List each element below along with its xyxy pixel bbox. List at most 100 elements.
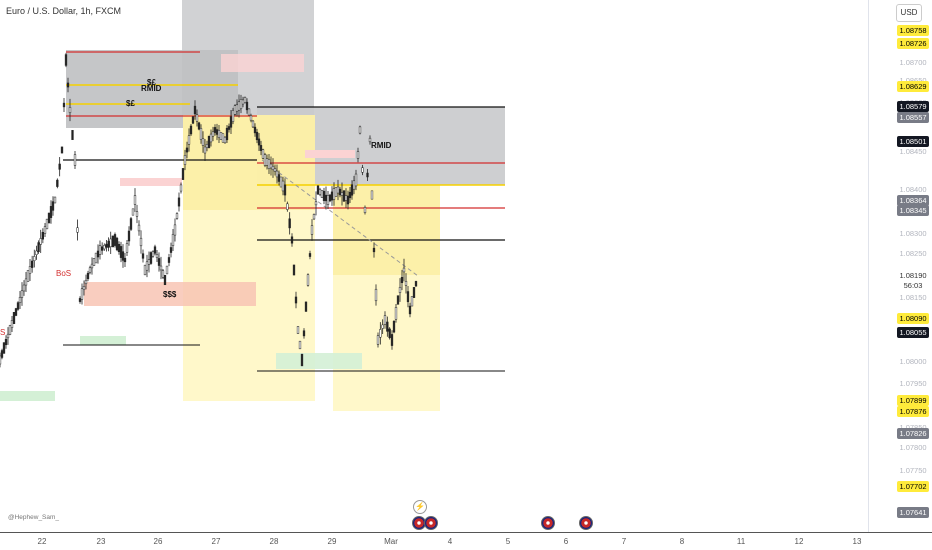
candle-body xyxy=(217,130,221,138)
candle-body xyxy=(338,188,342,196)
candle-body xyxy=(342,190,346,202)
candle-body xyxy=(231,110,235,122)
candle-body xyxy=(219,132,223,140)
candle-body xyxy=(376,335,380,345)
candle-body xyxy=(265,158,269,166)
candle-body xyxy=(414,281,418,287)
candle-body xyxy=(201,138,205,146)
candle-body xyxy=(167,257,171,263)
candle-body xyxy=(157,258,161,266)
candle-body xyxy=(288,218,291,229)
candle-body xyxy=(326,195,330,205)
candlesticks xyxy=(0,52,418,368)
candle-body xyxy=(149,252,153,264)
price-chart[interactable] xyxy=(0,0,868,532)
candle-body xyxy=(147,259,151,265)
candle-body xyxy=(53,196,57,204)
candle-body xyxy=(58,163,61,170)
us-flag-event-icon[interactable] xyxy=(424,516,438,530)
candle-body xyxy=(161,270,165,278)
time-tick-label: 27 xyxy=(211,537,221,546)
candle-body xyxy=(275,170,279,178)
candle-body xyxy=(185,147,189,153)
candle-body xyxy=(390,334,394,346)
us-flag-event-icon[interactable] xyxy=(579,516,593,530)
time-tick-label: 12 xyxy=(794,537,804,546)
time-tick-label: 26 xyxy=(153,537,163,546)
annotation-bos: BoS xyxy=(56,269,72,278)
candle-body xyxy=(354,173,358,187)
candle-body xyxy=(245,101,249,111)
price-tick-label: 1.07800 xyxy=(899,443,927,452)
candle-body xyxy=(370,190,374,200)
candle-body xyxy=(340,192,344,196)
candle-body xyxy=(0,350,4,358)
price-tick-label: 1.08250 xyxy=(899,249,927,258)
candle-body xyxy=(125,243,129,253)
candle-body xyxy=(82,286,86,290)
price-level-badge: 1.08557 xyxy=(897,112,929,123)
candle-body xyxy=(286,203,289,210)
candle-body xyxy=(151,251,155,257)
candle-body xyxy=(259,145,263,151)
candle-body xyxy=(320,190,324,198)
candle-body xyxy=(12,312,16,324)
price-level-badge: 1.07702 xyxy=(897,481,929,492)
pink-zone-mid xyxy=(305,150,355,158)
countdown-label: 56:03 xyxy=(903,281,923,290)
candle-body xyxy=(171,233,175,247)
candle-body xyxy=(263,154,267,166)
candle-body xyxy=(181,168,185,180)
candle-body xyxy=(368,137,372,143)
pink-zone xyxy=(84,282,256,306)
candle-body xyxy=(408,305,412,315)
author-credit: @Hephew_Sam_ xyxy=(8,514,60,521)
candle-body xyxy=(374,288,378,302)
candle-body xyxy=(388,328,391,339)
candle-body xyxy=(279,176,283,188)
time-tick-label: 5 xyxy=(505,537,511,546)
candle-body xyxy=(92,258,96,266)
currency-button[interactable]: USD xyxy=(896,4,922,22)
candle-body xyxy=(127,230,131,242)
annotation-rmid-left: RMID xyxy=(141,84,162,93)
price-level-badge: 1.08090 xyxy=(897,313,929,324)
annotation-s-pound: $£ xyxy=(126,99,135,108)
candle-body xyxy=(60,146,64,154)
candle-body xyxy=(133,195,137,205)
annotation-sss: $$$ xyxy=(163,290,177,299)
time-tick-label: 7 xyxy=(621,537,627,546)
candle-body xyxy=(96,250,100,258)
candle-body xyxy=(155,254,159,258)
price-level-badge: 1.08501 xyxy=(897,136,929,147)
candle-body xyxy=(119,246,123,258)
candle-body xyxy=(100,246,104,251)
candle-body xyxy=(396,295,400,305)
candle-body xyxy=(314,201,318,206)
candle-body xyxy=(153,246,157,254)
candle-body xyxy=(296,326,300,334)
candle-body xyxy=(4,338,8,346)
candle-body xyxy=(324,194,328,202)
green-zone-2 xyxy=(80,336,126,345)
candle-body xyxy=(372,247,376,253)
price-level-badge: 1.08055 xyxy=(897,327,929,338)
candle-body xyxy=(334,187,338,197)
lightning-event-icon[interactable]: ⚡ xyxy=(413,500,427,514)
candle-body xyxy=(352,180,356,190)
candle-body xyxy=(330,191,334,201)
candle-body xyxy=(175,213,179,219)
candle-body xyxy=(283,184,287,196)
candle-body xyxy=(412,287,416,298)
candle-body xyxy=(239,99,243,109)
us-flag-event-icon[interactable] xyxy=(541,516,555,530)
price-tick-label: 1.08450 xyxy=(899,147,927,156)
price-tick-label: 1.08700 xyxy=(899,58,927,67)
candle-body xyxy=(308,253,312,257)
candle-body xyxy=(322,191,326,201)
candle-body xyxy=(361,167,364,173)
price-level-badge: 1.07826 xyxy=(897,428,929,439)
candle-body xyxy=(203,146,207,154)
candle-body xyxy=(225,127,229,141)
candle-body xyxy=(62,102,66,108)
